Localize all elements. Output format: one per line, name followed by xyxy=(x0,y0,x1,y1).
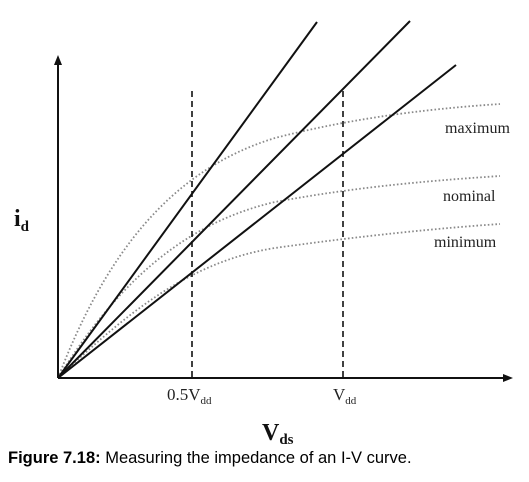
x-tick-label-vdd: Vdd xyxy=(333,385,357,407)
y-axis-label-main: i xyxy=(14,206,21,232)
impedance-line-minimum xyxy=(57,64,457,379)
curve-label-maximum: maximum xyxy=(445,120,510,137)
x-tick-vdd-sub: dd xyxy=(345,395,357,407)
x-tick-half-vdd-main: 0.5V xyxy=(167,385,201,404)
y-axis-label-sub: d xyxy=(21,219,30,235)
iv-curve-maximum xyxy=(57,103,501,379)
x-tick-half-vdd-sub: dd xyxy=(201,395,213,407)
figure-caption-text: Measuring the impedance of an I-V curve. xyxy=(100,449,412,467)
impedance-line-nominal xyxy=(57,20,411,379)
iv-diagram: maximum nominal minimum id 0.5Vdd Vdd Vd… xyxy=(14,20,513,445)
x-axis-label-main: V xyxy=(262,420,280,445)
x-axis-label: Vds xyxy=(262,420,294,445)
x-tick-label-half-vdd: 0.5Vdd xyxy=(167,385,212,407)
curve-label-nominal: nominal xyxy=(443,188,496,205)
x-axis-label-sub: ds xyxy=(279,432,293,445)
y-axis-label: id xyxy=(14,206,30,235)
iv-curve-minimum xyxy=(57,223,501,379)
x-tick-vdd-main: V xyxy=(333,385,346,404)
curve-label-minimum: minimum xyxy=(434,234,497,251)
impedance-line-maximum xyxy=(57,21,318,379)
figure-caption: Figure 7.18: Measuring the impedance of … xyxy=(8,449,523,468)
figure-caption-number: Figure 7.18: xyxy=(8,449,101,467)
iv-curve-nominal xyxy=(57,175,501,379)
